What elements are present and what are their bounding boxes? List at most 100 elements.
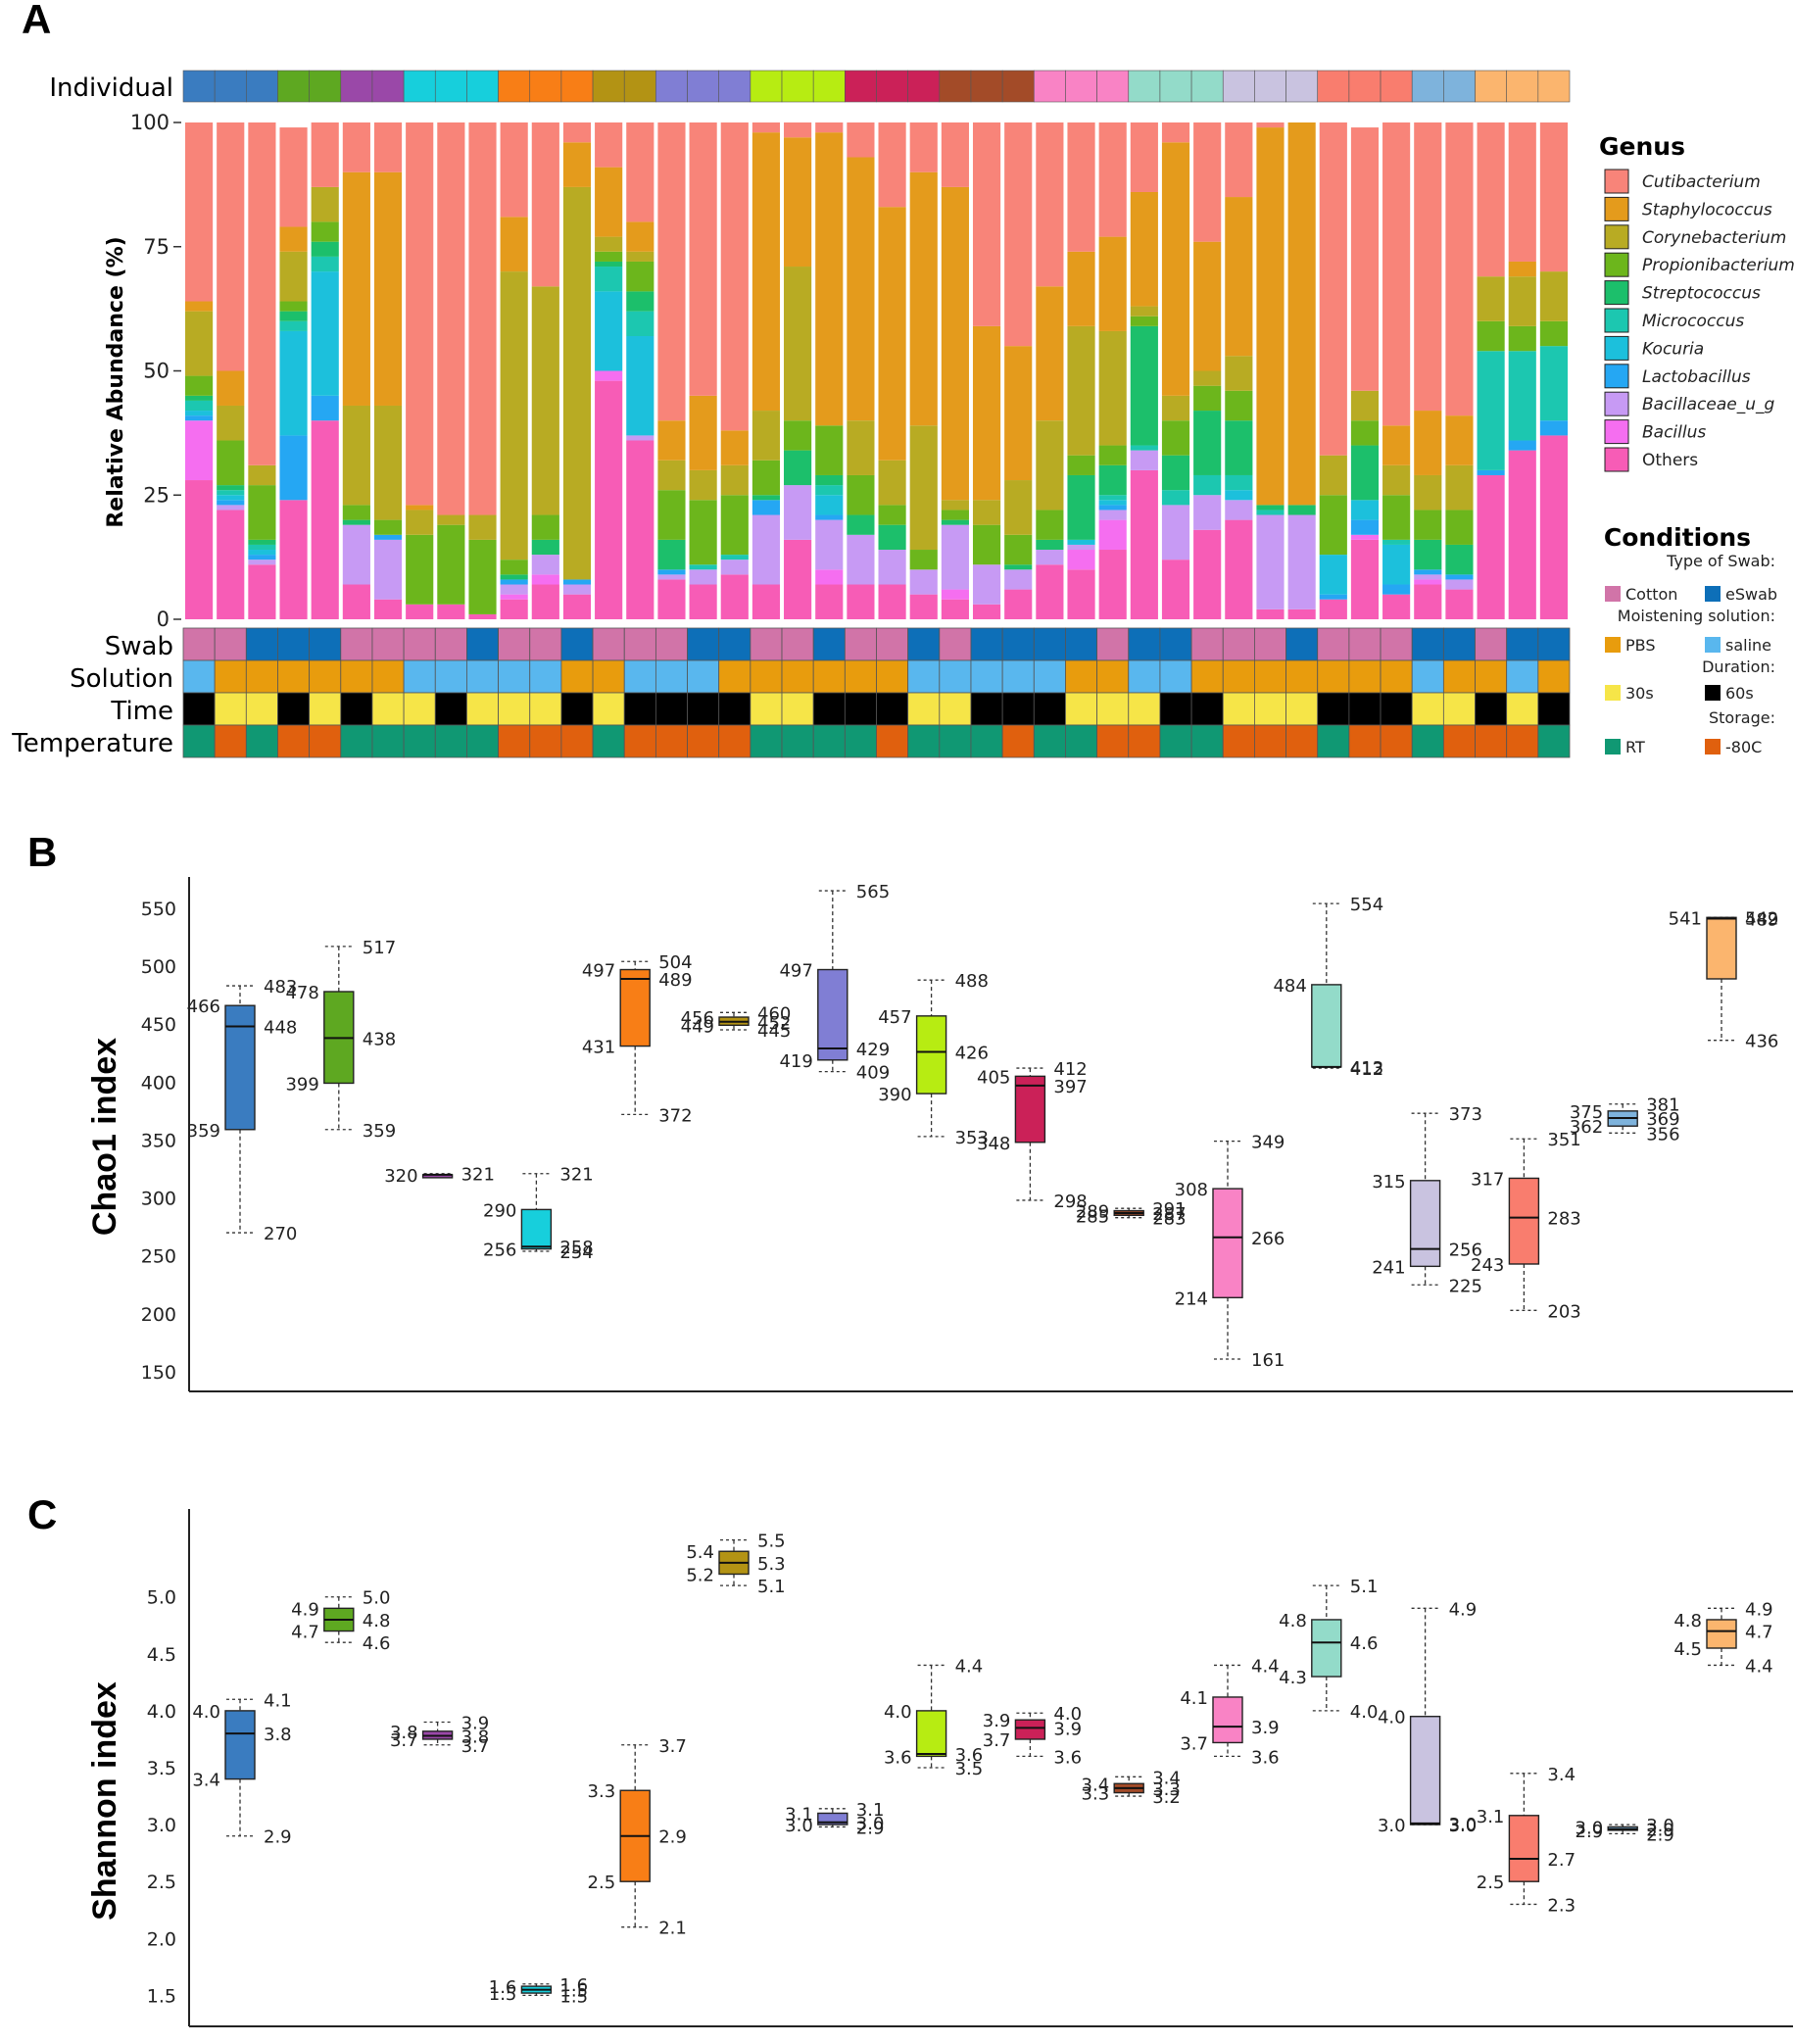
swab-tile xyxy=(1096,627,1130,661)
swab-tile xyxy=(970,627,1003,661)
value-label: 554 xyxy=(1350,895,1383,915)
bar-segment-streptococcus xyxy=(1287,505,1316,515)
individual-cell xyxy=(1506,70,1539,103)
value-label: 413 xyxy=(1350,1058,1383,1079)
bar-segment-cutibacterium xyxy=(1067,122,1095,252)
temperature-tile xyxy=(907,724,941,758)
value-label: 3.1 xyxy=(856,1800,885,1821)
bar-segment-streptococcus xyxy=(342,519,370,525)
temperature-tile xyxy=(1317,724,1350,758)
swab-tile xyxy=(907,627,941,661)
value-label: 4.4 xyxy=(955,1656,984,1677)
value-label: 504 xyxy=(658,952,692,973)
bar-segment-streptococcus xyxy=(1098,464,1127,496)
value-label: 466 xyxy=(187,997,220,1017)
y-tick-label: 4.0 xyxy=(147,1701,176,1723)
bar-segment-propionibacterium xyxy=(1098,445,1127,465)
bar-segment-cutibacterium xyxy=(689,122,717,396)
value-label: 351 xyxy=(1547,1130,1580,1150)
bar-segment-lactobacillus xyxy=(1508,440,1536,451)
legend-label-bacillus: Bacillus xyxy=(1642,423,1706,443)
temperature-tile xyxy=(1411,724,1444,758)
temperature-tile xyxy=(1159,724,1192,758)
value-label: 290 xyxy=(483,1200,516,1221)
value-label: 2.9 xyxy=(1646,1825,1674,1845)
bar-segment-kocuria xyxy=(815,495,844,515)
individual-cell xyxy=(529,70,562,103)
bar-segment-corynebacterium xyxy=(217,405,245,441)
bar-segment-streptococcus xyxy=(941,519,969,525)
time-tile xyxy=(434,692,467,726)
bar-segment-bacillus xyxy=(1350,534,1380,540)
bar-segment-streptococcus xyxy=(1225,420,1253,475)
condition-label: PBS xyxy=(1625,636,1656,655)
bar-segment-bacillus xyxy=(185,420,214,481)
value-label: 241 xyxy=(1372,1257,1405,1278)
bar-segment-lactobacillus xyxy=(1098,505,1127,511)
value-label: 321 xyxy=(559,1165,593,1186)
box-iqr xyxy=(1508,1815,1540,1882)
bar-segment-cutibacterium xyxy=(1098,122,1127,237)
swab-tile xyxy=(466,627,499,661)
bar-segment-staphylococcus xyxy=(500,217,528,272)
individual-cell xyxy=(1475,70,1507,103)
time-tile xyxy=(1254,692,1286,726)
individual-cell xyxy=(1065,70,1097,103)
individual-cell xyxy=(466,70,499,103)
value-label: 5.4 xyxy=(686,1542,714,1563)
solution-tile xyxy=(498,659,531,694)
temperature-tile xyxy=(1001,724,1035,758)
individual-cell xyxy=(1001,70,1035,103)
bar-segment-others xyxy=(1319,599,1347,619)
bar-segment-corynebacterium xyxy=(1477,276,1505,321)
y-tick-label: 3.0 xyxy=(147,1815,176,1836)
panel-b-y-axis-title: Chao1 index xyxy=(86,1038,123,1236)
value-label: 3.4 xyxy=(1547,1765,1576,1785)
time-tile xyxy=(277,692,311,726)
box-iqr xyxy=(915,1710,947,1758)
solution-tile xyxy=(403,659,436,694)
bar-segment-micrococcus xyxy=(720,555,749,560)
individual-cell xyxy=(1317,70,1350,103)
bar-segment-others xyxy=(784,539,812,619)
legend-swatch-staphylococcus xyxy=(1604,196,1629,221)
value-label: 3.0 xyxy=(1449,1816,1478,1836)
legend-swatch-streptococcus xyxy=(1604,280,1629,306)
solution-tile xyxy=(970,659,1003,694)
bar-segment-micrococcus xyxy=(1098,495,1127,501)
bar-segment-staphylococcus xyxy=(595,167,623,237)
time-tile xyxy=(1096,692,1130,726)
bar-segment-corynebacterium xyxy=(1067,325,1095,456)
value-label: 3.5 xyxy=(955,1759,984,1779)
bar-segment-propionibacterium xyxy=(1350,420,1380,446)
value-label: 405 xyxy=(977,1067,1010,1088)
bar-segment-cutibacterium xyxy=(1539,122,1568,272)
individual-cell xyxy=(434,70,467,103)
value-label: 1.5 xyxy=(559,1986,588,2007)
value-label: 321 xyxy=(461,1165,495,1186)
bar-segment-others xyxy=(1225,519,1253,619)
value-label: 381 xyxy=(1646,1095,1679,1116)
solution-tile xyxy=(182,659,216,694)
bar-segment-propionibacterium xyxy=(311,221,339,242)
bar-segment-cutibacterium xyxy=(626,122,655,222)
time-tile xyxy=(529,692,562,726)
bar-segment-staphylococcus xyxy=(626,221,655,252)
individual-cell xyxy=(403,70,436,103)
bar-segment-kocuria xyxy=(185,411,214,416)
bar-segment-micrococcus xyxy=(1477,351,1505,470)
y-tick-label: 4.5 xyxy=(147,1644,176,1666)
value-label: 565 xyxy=(856,882,890,902)
swab-tile xyxy=(560,627,594,661)
value-label: 289 xyxy=(1076,1202,1109,1223)
bar-segment-corynebacterium xyxy=(279,251,308,302)
time-tile xyxy=(876,692,909,726)
individual-cell xyxy=(592,70,625,103)
value-label: 315 xyxy=(1372,1172,1405,1192)
bar-segment-bacillus xyxy=(1098,519,1127,551)
box-iqr xyxy=(1212,1188,1243,1298)
bar-segment-cutibacterium xyxy=(657,122,686,421)
legend-swatch-kocuria xyxy=(1604,335,1629,361)
individual-cell xyxy=(1411,70,1444,103)
solution-tile xyxy=(655,659,688,694)
